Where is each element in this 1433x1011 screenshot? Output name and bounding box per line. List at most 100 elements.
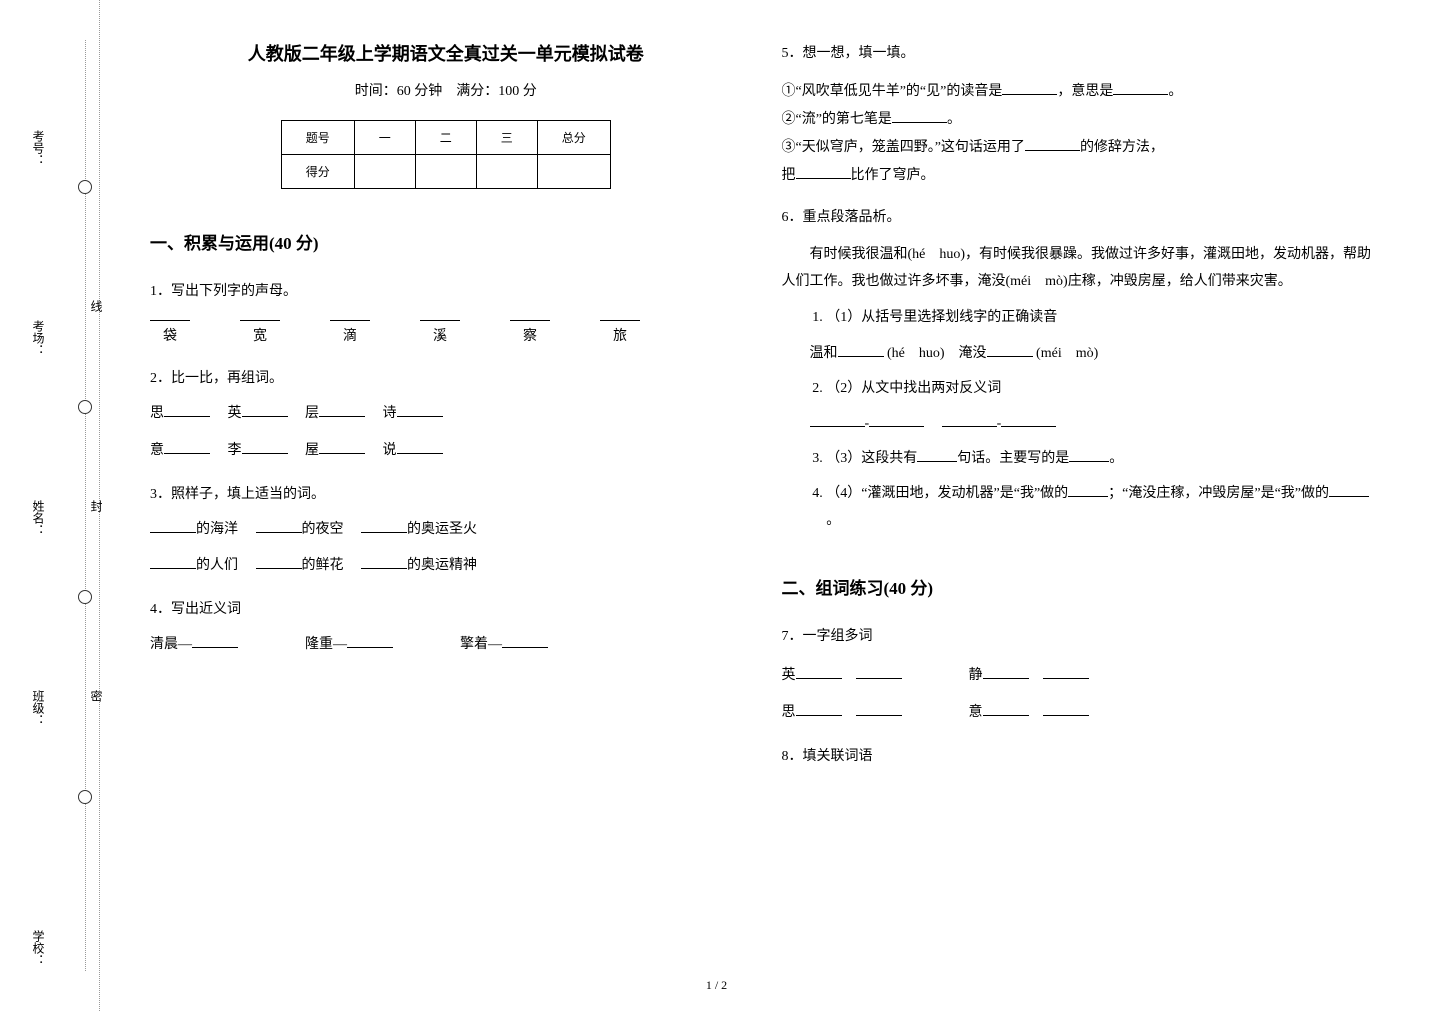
char: 溪: [433, 329, 447, 344]
fill-blank: [983, 665, 1029, 679]
question-8: 8．填关联词语: [782, 743, 1374, 771]
char: 屋: [305, 443, 319, 458]
score-header: 二: [415, 121, 476, 155]
text: (méi mò): [1036, 346, 1098, 361]
text: 。: [1109, 451, 1123, 466]
fill-blank: [1113, 81, 1168, 95]
fill-blank: [983, 702, 1029, 716]
fill-blank: [256, 519, 302, 533]
seal-text: 密: [88, 690, 105, 702]
section-1-heading: 一、积累与运用(40 分): [150, 229, 742, 254]
pinyin-blank: [240, 320, 280, 321]
fill-blank: [361, 555, 407, 569]
text: ②“流”的第七笔是: [782, 112, 892, 127]
char: 滴: [343, 329, 357, 344]
char: 静: [969, 668, 983, 683]
text: ；“淹没庄稼，冲毁房屋”是“我”做的: [1108, 486, 1329, 501]
score-header: 题号: [281, 121, 354, 155]
fill-blank: [917, 448, 957, 462]
text: （2）从文中找出两对反义词: [826, 381, 1001, 396]
seal-circle: [78, 400, 92, 414]
fill-blank: [502, 634, 548, 648]
margin-label-room: 考场：: [30, 320, 47, 356]
question-5: 5．想一想，填一填。 ①“风吹草低见牛羊”的“见”的读音是，意思是。 ②“流”的…: [782, 40, 1374, 190]
margin-label-school: 学校：: [30, 930, 47, 966]
fill-blank: [397, 440, 443, 454]
fill-blank: [1043, 665, 1089, 679]
score-cell: [415, 155, 476, 189]
phrase: 的奥运圣火: [407, 522, 477, 537]
fill-blank: [1329, 483, 1369, 497]
left-column: 人教版二年级上学期语文全真过关一单元模拟试卷 时间：60 分钟 满分：100 分…: [130, 20, 762, 1011]
score-cell: [354, 155, 415, 189]
text: 比作了穹庐。: [851, 168, 935, 183]
fill-blank: [1025, 137, 1080, 151]
question-stem: 1．写出下列字的声母。: [150, 278, 742, 306]
question-4: 4．写出近义词 清晨— 隆重— 擎着—: [150, 596, 742, 661]
question-7: 7．一字组多词 英 静 思 意: [782, 623, 1374, 729]
margin-label-exam-id: 考号：: [30, 130, 47, 166]
text: （3）这段共有: [826, 451, 917, 466]
fill-blank: [838, 343, 884, 357]
text: （4）“灌溉田地，发动机器”是“我”做的: [826, 486, 1068, 501]
fill-blank: [856, 702, 902, 716]
sub-question-2: （2）从文中找出两对反义词: [826, 376, 1373, 403]
fill-blank: [150, 555, 196, 569]
question-stem: 8．填关联词语: [782, 743, 1374, 771]
fill-blank: [347, 634, 393, 648]
fill-blank: [1002, 81, 1057, 95]
text: 把: [782, 168, 796, 183]
score-header: 一: [354, 121, 415, 155]
fill-blank: [987, 343, 1033, 357]
margin-label-name: 姓名：: [30, 500, 47, 536]
question-3: 3．照样子，填上适当的词。 的海洋 的夜空 的奥运圣火 的人们 的鲜花 的奥运精…: [150, 481, 742, 583]
question-stem: 7．一字组多词: [782, 623, 1374, 651]
content-area: 人教版二年级上学期语文全真过关一单元模拟试卷 时间：60 分钟 满分：100 分…: [100, 0, 1433, 1011]
score-cell: [537, 155, 610, 189]
pinyin-blank: [420, 320, 460, 321]
question-1: 1．写出下列字的声母。 袋 宽 滴 溪 察 旅: [150, 278, 742, 351]
text: 。: [826, 513, 840, 528]
section-2-heading: 二、组词练习(40 分): [782, 574, 1374, 599]
phrase: 的鲜花: [302, 558, 344, 573]
fill-blank: [164, 440, 210, 454]
question-6: 6．重点段落品析。 有时候我很温和(hé huo)，有时候我很暴躁。我做过许多好…: [782, 204, 1374, 534]
fill-blank: [164, 403, 210, 417]
char: 李: [228, 443, 242, 458]
fill-blank: [856, 665, 902, 679]
pinyin-blank: [510, 320, 550, 321]
exam-subtitle: 时间：60 分钟 满分：100 分: [150, 80, 742, 100]
question-stem: 3．照样子，填上适当的词。: [150, 481, 742, 509]
text: ，意思是: [1057, 84, 1113, 99]
question-stem: 4．写出近义词: [150, 596, 742, 624]
text: 句话。主要写的是: [957, 451, 1069, 466]
fill-blank: [942, 413, 997, 427]
seal-text: 封: [88, 500, 105, 512]
char: 意: [150, 443, 164, 458]
right-column: 5．想一想，填一填。 ①“风吹草低见牛羊”的“见”的读音是，意思是。 ②“流”的…: [762, 20, 1394, 1011]
char: 英: [782, 668, 796, 683]
question-stem: 2．比一比，再组词。: [150, 365, 742, 393]
word: 擎着—: [460, 637, 502, 652]
score-row-label: 得分: [281, 155, 354, 189]
fill-blank: [397, 403, 443, 417]
pinyin-blank: [600, 320, 640, 321]
binding-margin: 考号： 考场： 姓名： 班级： 学校： 线 封 密: [0, 0, 100, 1011]
phrase: 的奥运精神: [407, 558, 477, 573]
char: 英: [228, 406, 242, 421]
char: 袋: [163, 329, 177, 344]
sub-question-1: （1）从括号里选择划线字的正确读音: [826, 305, 1373, 332]
fill-blank: [796, 665, 842, 679]
text: 的修辞方法，: [1080, 140, 1164, 155]
fill-blank: [869, 413, 924, 427]
seal-circle: [78, 590, 92, 604]
question-2: 2．比一比，再组词。 思 英 层 诗 意 李 屋 说: [150, 365, 742, 467]
fill-blank: [150, 519, 196, 533]
score-header: 总分: [537, 121, 610, 155]
fill-blank: [242, 440, 288, 454]
char: 说: [383, 443, 397, 458]
seal-text: 线: [88, 300, 105, 312]
text: 。: [1168, 84, 1182, 99]
fill-blank: [1001, 413, 1056, 427]
word: 隆重—: [305, 637, 347, 652]
